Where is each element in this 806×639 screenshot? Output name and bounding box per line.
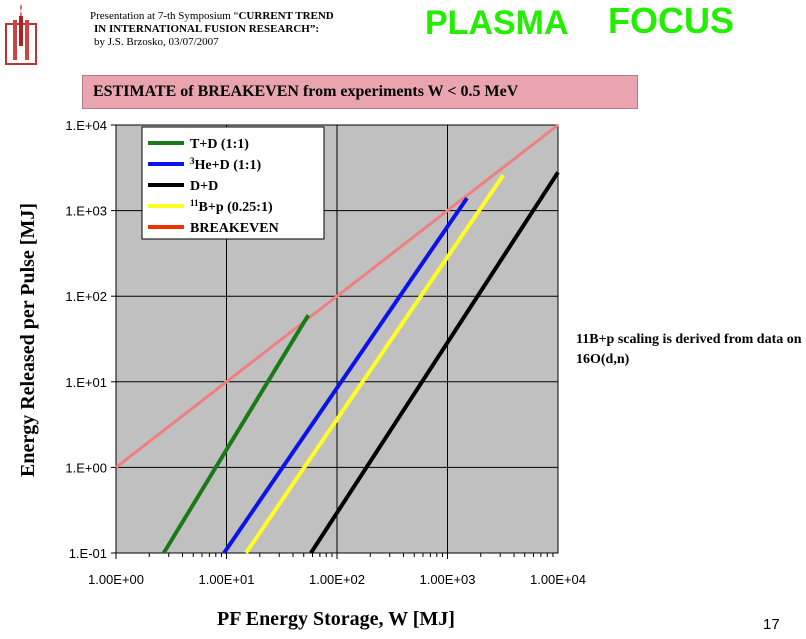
axes: 1.00E+00 1.00E+01 1.00E+02 1.00E+03 1.00E+04… <box>65 118 586 587</box>
y-tick-label: 1.E-01 <box>69 546 107 561</box>
y-tick-label: 1.E+01 <box>65 375 107 390</box>
x-tick-label: 1.00E+03 <box>419 572 475 587</box>
x-tick-label: 1.00E+00 <box>88 572 144 587</box>
y-tick-label: 1.E+00 <box>65 460 107 475</box>
series-line-3 <box>244 173 505 555</box>
x-axis-label: PF Energy Storage, W [MJ] <box>217 608 455 630</box>
legend-label-2: D+D <box>190 179 218 194</box>
breakeven-banner: ESTIMATE of BREAKEVEN from experiments W… <box>82 75 638 109</box>
scaling-note: 11B+p scaling is derived from data on 16… <box>576 332 802 367</box>
x-tick-label: 1.00E+02 <box>309 572 365 587</box>
y-axis-label: Energy Released per Pulse [MJ] <box>17 203 39 477</box>
legend-label-0: T+D (1:1) <box>190 137 249 152</box>
x-tick-label: 1.00E+04 <box>530 572 586 587</box>
series-line-1 <box>222 196 469 555</box>
brand-title-plasma: PLASMA <box>425 4 569 42</box>
legend-label-4: BREAKEVEN <box>190 221 279 236</box>
legend: T+D (1:1) 3He+D (1:1) D+D 11B+p (0.25:1) BRE… <box>141 126 325 240</box>
header-line-2: IN INTERNATIONAL FUSION RESEARCH”: <box>94 23 320 35</box>
y-tick-label: 1.E+04 <box>65 118 107 133</box>
legend-label-1: 3He+D (1:1) <box>190 156 262 173</box>
brand-title-focus: FOCUS <box>608 0 734 41</box>
y-tick-label: 1.E+02 <box>65 289 107 304</box>
x-tick-label: 1.00E+01 <box>198 572 254 587</box>
legend-label-3: 11B+p (0.25:1) <box>190 198 273 215</box>
header-line-1: Presentation at 7-th Symposium “CURRENT … <box>90 10 334 22</box>
series-line-0 <box>161 314 311 555</box>
slide-number: 17 <box>763 616 780 633</box>
presentation-header: Presentation at 7-th Symposium “CURRENT … <box>90 10 334 49</box>
series-line-4 <box>115 123 559 469</box>
series-lines <box>115 123 560 555</box>
institute-logo <box>5 4 37 65</box>
series-line-2 <box>309 171 560 555</box>
header-line-3: by J.S. Brzosko, 03/07/2007 <box>94 36 219 48</box>
y-tick-label: 1.E+03 <box>65 204 107 219</box>
